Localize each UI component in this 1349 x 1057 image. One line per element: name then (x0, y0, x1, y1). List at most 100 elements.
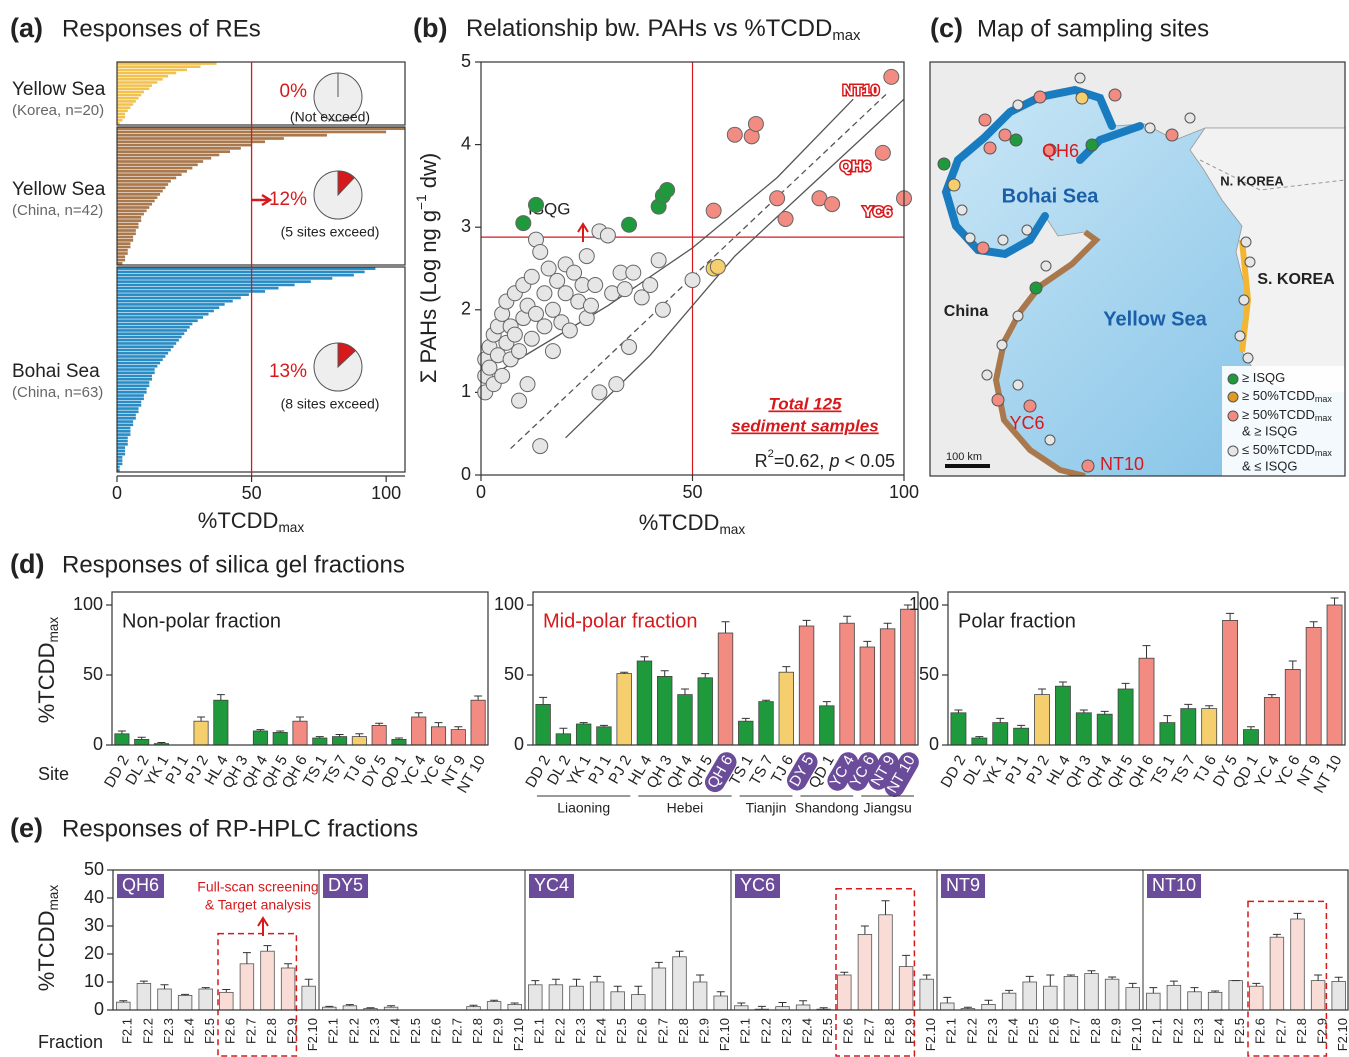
bar (117, 427, 130, 430)
x-axis-label-part: max (278, 520, 304, 535)
x-tick-label: F2.3 (161, 1018, 176, 1044)
bar (597, 727, 612, 745)
site (982, 370, 992, 380)
bar (117, 69, 187, 72)
site (938, 158, 950, 170)
site (965, 233, 975, 243)
chart-title: Mid-polar fraction (543, 610, 698, 632)
bar (117, 267, 375, 270)
point (770, 191, 785, 206)
bar (313, 738, 327, 745)
x-tick-label: F2.9 (491, 1018, 506, 1044)
bar (117, 91, 144, 94)
bar (1332, 981, 1346, 1010)
y-tick-label: 10 (84, 971, 104, 991)
bar (117, 262, 122, 265)
bar (115, 734, 129, 745)
note: sediment samples (731, 416, 878, 435)
x-tick-label: F2.5 (820, 1018, 835, 1044)
bar (451, 730, 465, 745)
error-bar (474, 696, 482, 700)
bar (117, 371, 155, 374)
x-tick-label: F2.3 (367, 1018, 382, 1044)
y-tick-label: 100 (73, 594, 103, 614)
site (1239, 295, 1249, 305)
bar (117, 381, 149, 384)
bar (576, 724, 591, 745)
x-tick-label: F2.7 (449, 1018, 464, 1044)
bar (1243, 730, 1258, 745)
legend-label-part: ≤ 50%TCDD (1242, 442, 1315, 457)
x-tick-label: F2.2 (758, 1018, 773, 1044)
bar (117, 236, 133, 239)
bar (117, 316, 203, 319)
annotation: Full-scan screening (197, 879, 318, 895)
error-bar (197, 717, 205, 721)
error-bar (1335, 977, 1343, 981)
bar (117, 323, 192, 326)
error-bar (676, 951, 684, 957)
x-tick-label: F2.5 (614, 1018, 629, 1044)
point (609, 377, 624, 392)
bar (117, 75, 168, 78)
group-label: YC6 (740, 875, 775, 895)
x-tick-label: F2.3 (1191, 1018, 1206, 1044)
x-tick-label: F2.4 (1006, 1018, 1021, 1044)
bar (796, 1005, 810, 1010)
x-tick-label: F2.7 (1273, 1018, 1288, 1044)
group-label: NT9 (946, 875, 980, 895)
error-bar (1038, 689, 1046, 695)
bar (536, 704, 551, 745)
site-label: QH6 (1042, 141, 1079, 161)
error-bar (593, 976, 601, 982)
bar (487, 1002, 501, 1010)
bar (1097, 714, 1112, 745)
chart-title: Polar fraction (958, 610, 1076, 632)
bar (117, 407, 139, 410)
bar (117, 456, 122, 459)
bar (1181, 709, 1196, 745)
point (524, 331, 539, 346)
error-bar (539, 697, 547, 704)
bar (117, 137, 284, 140)
bar (117, 271, 365, 274)
bar (117, 150, 230, 153)
error-bar (1088, 971, 1096, 974)
error-bar (559, 728, 567, 734)
legend-label-part: max (1315, 394, 1333, 404)
bar (1147, 993, 1161, 1010)
error-bar (722, 622, 730, 633)
bar (941, 1003, 955, 1010)
bar (117, 336, 182, 339)
bar (117, 362, 160, 365)
bar (117, 303, 225, 306)
point (588, 278, 603, 293)
point (875, 145, 890, 160)
site (1013, 100, 1023, 110)
bar (1306, 627, 1321, 745)
bar (117, 100, 136, 103)
error-bar (1143, 646, 1151, 659)
point (825, 197, 840, 212)
bar (117, 306, 219, 309)
bar (117, 319, 198, 322)
error-bar (640, 657, 648, 661)
pie-note: (5 sites exceed) (281, 224, 380, 240)
bar (117, 167, 192, 170)
bar (117, 170, 187, 173)
bar (879, 915, 893, 1010)
error-bar (454, 727, 462, 730)
site (1082, 460, 1094, 472)
x-axis-label-part: %TCDD (639, 510, 720, 535)
place-label: China (944, 303, 989, 320)
bar (117, 177, 176, 180)
legend-marker (1228, 374, 1238, 384)
error-bar (758, 1006, 766, 1009)
bar (117, 423, 133, 426)
site (1013, 311, 1023, 321)
stat-label-part: p (828, 451, 839, 471)
y-tick-label: 2 (461, 299, 471, 319)
bar (117, 290, 265, 293)
x-tick-label: 50 (242, 483, 262, 503)
bar (117, 375, 152, 378)
